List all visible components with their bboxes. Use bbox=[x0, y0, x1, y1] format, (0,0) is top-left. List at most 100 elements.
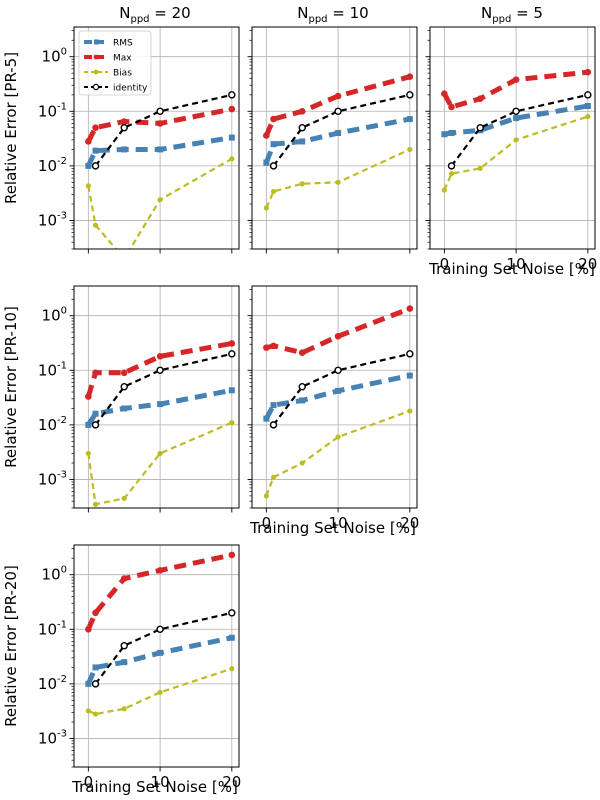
x-tick-label: 20 bbox=[222, 773, 241, 791]
data-point-rms bbox=[263, 159, 270, 166]
y-tick-label: 10-3 bbox=[38, 469, 67, 488]
data-point-rms bbox=[228, 134, 235, 141]
y-tick-label: 10-2 bbox=[38, 415, 67, 434]
data-point-identity bbox=[512, 107, 520, 115]
data-point-bias bbox=[121, 706, 127, 712]
data-point-max bbox=[406, 73, 414, 81]
series-group bbox=[441, 68, 592, 193]
data-point-identity bbox=[584, 91, 592, 99]
series-line-identity bbox=[94, 93, 233, 167]
x-tick-label: 20 bbox=[578, 255, 597, 273]
y-tick-label: 100 bbox=[42, 565, 67, 584]
series-line-identity bbox=[94, 611, 233, 685]
data-point-identity bbox=[120, 642, 128, 650]
series-group bbox=[85, 91, 236, 249]
legend-label-identity: identity bbox=[113, 84, 148, 94]
data-point-max bbox=[584, 68, 592, 76]
data-point-max bbox=[476, 95, 484, 103]
series-line-bias bbox=[87, 667, 233, 716]
panel-r0-c0: 100 10-1 10-2 10-3 RMS Max Bias identity bbox=[38, 26, 240, 254]
data-point-rms bbox=[157, 401, 164, 408]
series-group bbox=[263, 73, 414, 211]
data-point-max bbox=[406, 305, 414, 312]
data-point-rms bbox=[441, 131, 448, 138]
data-point-bias bbox=[157, 689, 163, 695]
data-point-bias bbox=[270, 474, 277, 480]
data-point-identity bbox=[91, 162, 100, 170]
data-point-rms bbox=[92, 664, 99, 671]
data-point-identity bbox=[334, 107, 342, 115]
data-point-rms bbox=[406, 372, 413, 379]
data-point-identity bbox=[228, 350, 236, 358]
data-point-bias bbox=[335, 434, 341, 440]
panel-r0-c2: 0 10 20 bbox=[425, 26, 597, 273]
data-point-rms bbox=[92, 410, 99, 417]
x-tick-label: 10 bbox=[151, 773, 170, 791]
series-group bbox=[85, 340, 236, 507]
x-tick-label: 0 bbox=[440, 255, 450, 273]
data-point-max bbox=[512, 76, 520, 83]
panel-r0-c1 bbox=[247, 26, 418, 254]
data-point-bias bbox=[270, 188, 277, 195]
data-point-max bbox=[228, 105, 236, 113]
data-point-max bbox=[120, 118, 128, 125]
data-point-rms bbox=[92, 147, 99, 154]
column-title-npdd-20: Nppd = 20 bbox=[119, 4, 190, 25]
data-point-identity bbox=[298, 383, 306, 391]
data-point-identity bbox=[334, 366, 342, 374]
data-point-identity bbox=[406, 350, 414, 358]
x-axis-label-pr5-npdd5: Training Set Noise [%] bbox=[428, 260, 595, 278]
data-point-max bbox=[228, 340, 236, 347]
x-axis-label-pr10-npdd10: Training Set Noise [%] bbox=[249, 519, 416, 537]
series-line-identity bbox=[272, 352, 411, 426]
series-line-bias bbox=[265, 148, 411, 209]
panel-r2-c0: 100 10-1 10-2 10-3 0 10 20 bbox=[38, 544, 241, 791]
data-point-bias bbox=[407, 408, 413, 414]
data-point-identity bbox=[406, 91, 414, 99]
axes-frame bbox=[73, 544, 240, 768]
axes-frame bbox=[73, 26, 240, 250]
data-point-rms bbox=[121, 659, 128, 666]
y-tick-label: 100 bbox=[42, 47, 67, 66]
column-title-npdd-5: Nppd = 5 bbox=[481, 4, 543, 25]
data-point-rms bbox=[406, 116, 413, 123]
data-point-identity bbox=[228, 609, 236, 617]
axes-frame bbox=[429, 26, 596, 250]
data-point-identity bbox=[120, 124, 128, 132]
data-point-max bbox=[334, 92, 342, 100]
panel-r1-c1: 0 10 20 bbox=[247, 285, 419, 532]
series-group bbox=[85, 551, 236, 717]
data-point-rms bbox=[85, 421, 92, 428]
x-tick-label: 20 bbox=[400, 514, 419, 532]
data-point-bias bbox=[229, 420, 235, 426]
data-point-bias bbox=[263, 205, 269, 211]
data-point-identity bbox=[91, 680, 100, 688]
data-point-max bbox=[298, 349, 306, 356]
x-tick-label: 0 bbox=[262, 514, 272, 532]
row-label-pr-5: Relative Error [PR-5] bbox=[2, 52, 20, 204]
data-point-max bbox=[156, 353, 164, 360]
data-point-rms bbox=[513, 115, 520, 122]
data-point-bias bbox=[92, 501, 99, 507]
data-point-max bbox=[298, 107, 306, 115]
panel-r1-c0: 100 10-1 10-2 10-3 bbox=[38, 285, 240, 513]
data-point-rms bbox=[335, 130, 342, 137]
series-line-identity bbox=[450, 93, 589, 167]
data-point-bias bbox=[585, 113, 591, 120]
data-point-bias bbox=[299, 460, 305, 466]
data-point-bias bbox=[513, 137, 519, 143]
data-point-rms bbox=[263, 415, 270, 422]
data-point-bias bbox=[477, 165, 483, 171]
data-point-identity bbox=[120, 383, 128, 391]
data-point-rms bbox=[335, 387, 342, 394]
data-point-max bbox=[156, 120, 164, 127]
column-title-npdd-10: Nppd = 10 bbox=[297, 4, 368, 25]
data-point-identity bbox=[269, 421, 278, 429]
data-point-bias bbox=[229, 156, 235, 162]
data-point-rms bbox=[157, 146, 164, 153]
data-point-max bbox=[85, 625, 92, 633]
data-point-bias bbox=[441, 187, 447, 193]
data-point-bias bbox=[121, 495, 127, 501]
